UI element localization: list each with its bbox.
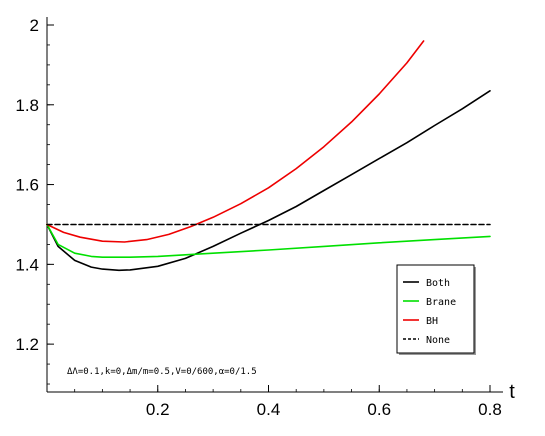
- legend-label: None: [426, 335, 450, 346]
- x-tick-label: 0.6: [367, 400, 391, 419]
- legend-label: Both: [426, 278, 450, 289]
- series-layer: [46, 40, 491, 272]
- y-tick-label: 1.6: [15, 176, 39, 195]
- legend: Both Brane BH None: [396, 264, 476, 355]
- x-axis-title: t: [509, 381, 515, 403]
- chart-annotation: ΔΛ=0.1,k=0,Δm/m=0.5,V=0/600,α=0/1.5: [67, 367, 257, 377]
- x-tick-label: 0.8: [478, 400, 502, 419]
- series-line-brane: [46, 223, 491, 258]
- series-line-both: [46, 90, 491, 272]
- axes: 1.2 1.4 1.6 1.8 2 0.2 0.4 0.6 0.8 t: [15, 16, 515, 419]
- legend-label: BH: [426, 316, 438, 327]
- y-tick-label: 1.2: [15, 335, 39, 354]
- legend-label: Brane: [426, 297, 456, 308]
- y-tick-label: 1.8: [15, 96, 39, 115]
- y-tick-label: 1.4: [15, 255, 39, 274]
- y-tick-label: 2: [30, 16, 39, 35]
- series-line-bh: [46, 40, 425, 243]
- x-tick-label: 0.2: [146, 400, 170, 419]
- x-tick-label: 0.4: [257, 400, 281, 419]
